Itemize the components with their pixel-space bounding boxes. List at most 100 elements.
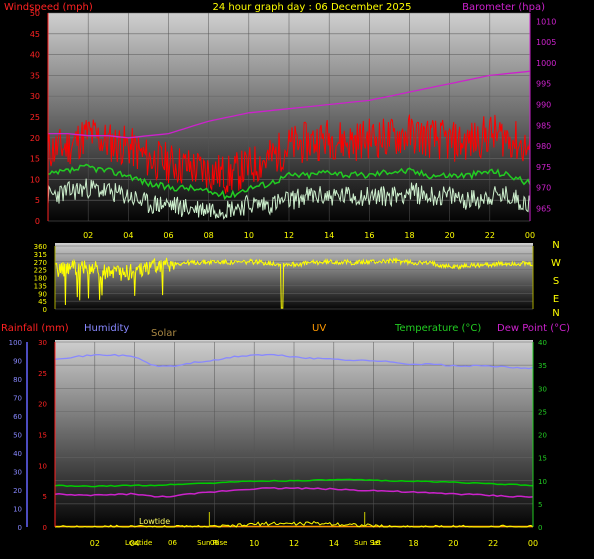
direction-tick-label: 270 [34,259,47,267]
barometer-tick-label: 1010 [536,17,556,26]
humidity-tick-label: 0 [18,524,22,532]
compass-label: W [551,258,561,269]
direction-tick-label: 45 [38,298,47,306]
wind-x-tick-label: 16 [364,231,374,240]
direction-tick-label: 180 [34,275,47,283]
rainfall-tick-label: 5 [43,493,47,501]
legend-uv: UV [312,323,326,334]
wind-tick-label: 35 [30,71,40,80]
event-label: Sun Set [354,539,381,547]
weather-x-tick-label: 22 [488,539,498,548]
wind-x-tick-label: 12 [284,231,294,240]
temperature-tick-label: 0 [538,524,542,532]
compass-label: N [552,240,559,251]
compass-label: E [553,294,559,305]
humidity-tick-label: 50 [13,432,22,440]
wind-tick-label: 30 [30,92,40,101]
chart-title: 24 hour graph day : 06 December 2025 [213,2,412,13]
rainfall-tick-label: 15 [38,432,47,440]
direction-tick-label: 360 [34,243,47,251]
dew-point-line [54,486,534,498]
weather-x-tick-label: 12 [289,539,299,548]
uv-line [54,520,534,528]
wind-x-tick-label: 02 [83,231,93,240]
humidity-tick-label: 60 [13,413,22,421]
wind-tick-label: 25 [30,113,40,122]
weather-x-tick-label: 20 [448,539,458,548]
legend-solar: Solar [151,328,177,339]
direction-tick-label: 135 [34,282,47,290]
wind-speed-line [47,178,531,220]
legend-humidity: Humidity [84,323,129,334]
wind-tick-label: 50 [30,9,40,18]
wind-x-tick-label: 14 [324,231,334,240]
event-label: 16 [371,539,380,547]
rainfall-tick-label: 0 [43,524,47,532]
wind-tick-label: 10 [30,175,40,184]
legend-dew-point: Dew Point (°C) [497,323,570,334]
barometer-line [48,70,531,139]
barometer-tick-label: 980 [536,142,551,151]
temperature-tick-label: 35 [538,362,547,370]
temperature-tick-label: 10 [538,478,547,486]
direction-panel-background [55,243,533,311]
barometer-tick-label: 995 [536,80,551,89]
legend-temperature: Temperature (°C) [394,323,481,334]
weather-x-tick-label: 10 [249,539,259,548]
wind-x-tick-label: 06 [163,231,173,240]
event-label: 06 [168,539,177,547]
weather-x-tick-label: 14 [329,539,339,548]
barometer-axis-label: Barometer (hpa) [462,2,545,13]
humidity-line [54,353,534,370]
wind-tick-label: 5 [35,196,40,205]
wind-direction-line [54,257,534,309]
barometer-tick-label: 975 [536,163,551,172]
direction-panel-grid [55,245,533,310]
wind-x-tick-label: 08 [204,231,214,240]
wind-tick-label: 0 [35,217,40,226]
direction-tick-label: 225 [34,267,47,275]
wind-tick-label: 40 [30,51,40,60]
temperature-tick-label: 40 [538,339,547,347]
weather-panel-marks [54,353,534,528]
rainfall-tick-label: 10 [38,462,47,470]
event-label: Lowtide [139,517,170,526]
weather-x-tick-label: 00 [528,539,538,548]
wind-x-tick-label: 10 [244,231,254,240]
weather-x-tick-label: 04 [130,539,140,548]
event-label: Lowtide [125,539,152,547]
wind-x-tick-label: 00 [525,231,535,240]
humidity-tick-label: 70 [13,395,22,403]
temperature-line [54,478,534,488]
rainfall-tick-label: 30 [38,339,47,347]
legend-rainfall: Rainfall (mm) [1,323,69,334]
wind-x-tick-label: 04 [123,231,133,240]
temperature-tick-label: 5 [538,501,542,509]
rainfall-tick-label: 25 [38,370,47,378]
wind-tick-label: 15 [30,155,40,164]
humidity-tick-label: 90 [13,358,22,366]
temperature-tick-label: 25 [538,408,547,416]
wind-panel-marks [47,70,531,220]
direction-tick-label: 315 [34,251,47,259]
wind-x-tick-label: 20 [445,231,455,240]
barometer-tick-label: 985 [536,121,551,130]
humidity-tick-label: 20 [13,487,22,495]
wind-panel-axes: 0 5 10 15 20 25 30 35 40 45 50 965 970 975 980 985 990 99… [30,9,557,240]
rainfall-tick-label: 20 [38,401,47,409]
direction-tick-label: 0 [43,306,47,314]
direction-panel-marks [54,257,534,309]
humidity-tick-label: 80 [13,376,22,384]
temperature-tick-label: 15 [538,455,547,463]
compass-label: S [553,276,559,287]
humidity-tick-label: 10 [13,506,22,514]
temperature-tick-label: 20 [538,432,547,440]
event-label: Sun Rise [197,539,227,547]
barometer-tick-label: 965 [536,205,551,214]
humidity-tick-label: 100 [9,339,22,347]
wind-average-line [47,163,531,201]
direction-tick-label: 90 [38,290,47,298]
